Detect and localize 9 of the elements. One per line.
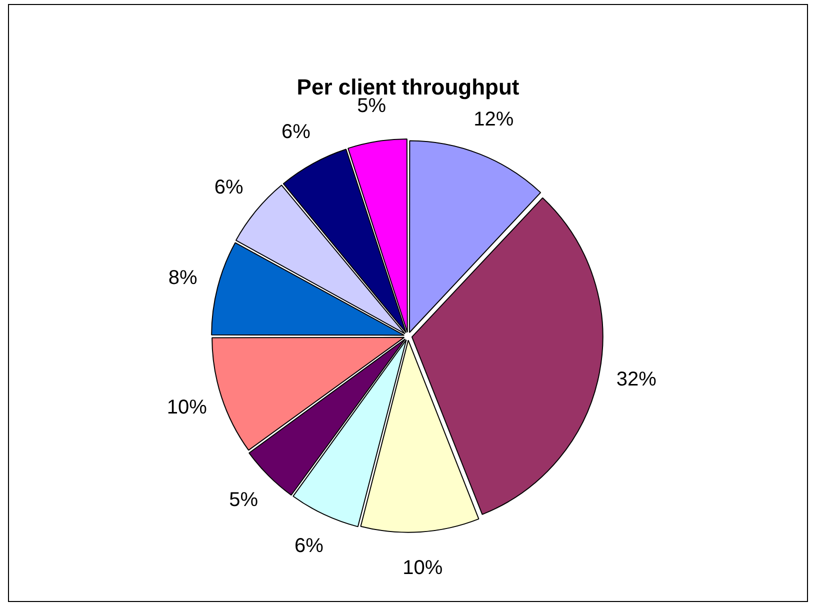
data-label: 5% bbox=[229, 489, 258, 512]
data-label: 6% bbox=[294, 535, 324, 558]
data-label: 6% bbox=[214, 176, 244, 199]
data-label: 10% bbox=[166, 396, 208, 419]
data-label: 32% bbox=[616, 368, 657, 390]
data-label: 6% bbox=[282, 120, 311, 143]
data-label: 8% bbox=[168, 266, 198, 289]
data-label: 12% bbox=[474, 108, 514, 131]
data-label: 10% bbox=[402, 556, 443, 579]
